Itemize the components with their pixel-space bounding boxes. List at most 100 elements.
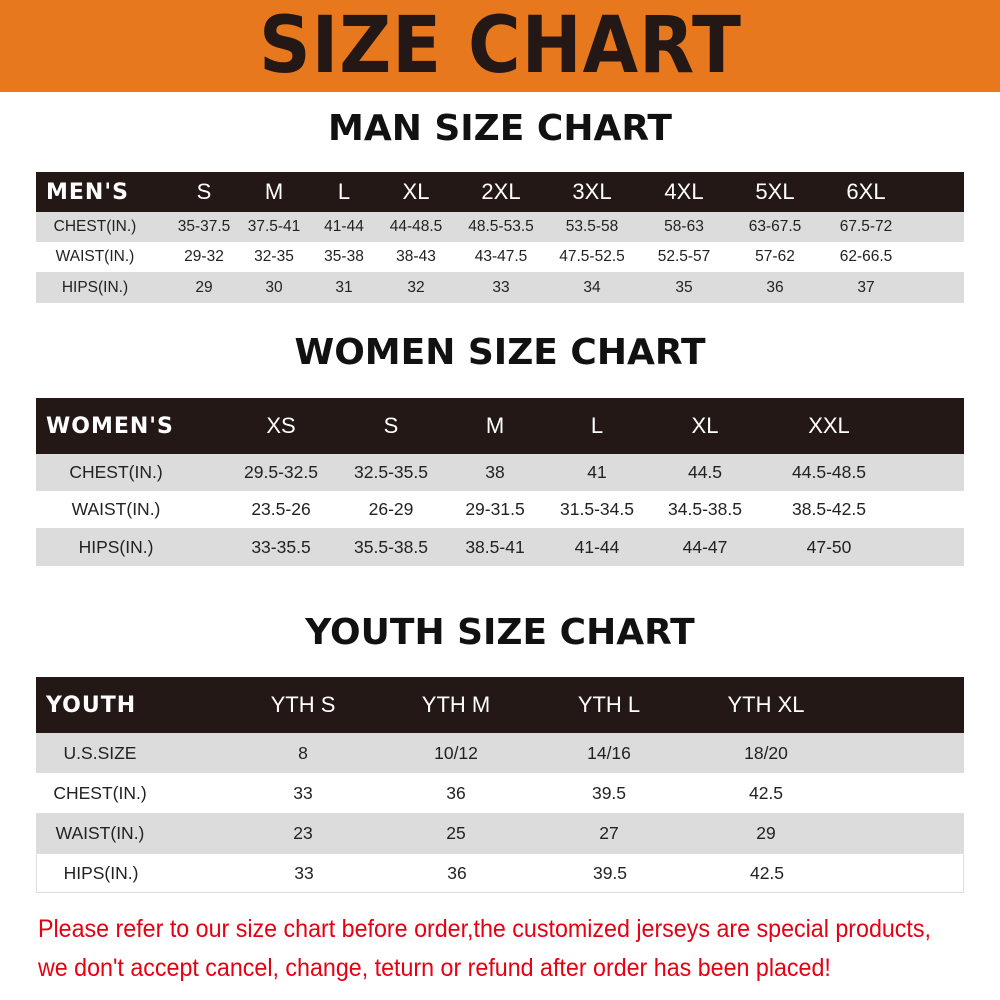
measurement-label: HIPS(IN.): [61, 278, 129, 296]
table-row: HIPS(IN.) 33-35.5 35.5-38.5 38.5-41 41-44 44-…: [36, 528, 964, 566]
table-cell: 52.5-57: [657, 248, 711, 265]
table-cell: 35-38: [324, 248, 364, 265]
table-cell: 23: [293, 822, 313, 843]
size-header-cell: XXL: [808, 413, 850, 438]
size-header-cell: 4XL: [664, 179, 704, 204]
measurement-label: WAIST(IN.): [71, 499, 161, 519]
table-cell: 10/12: [434, 742, 478, 763]
size-header-cell: L: [337, 179, 351, 204]
table-cell: 37.5-41: [247, 218, 301, 235]
table-cell: 33: [294, 862, 314, 883]
policy-note-line-1: Please refer to our size chart before or…: [38, 915, 931, 943]
table-cell: 38-43: [396, 248, 436, 265]
table-corner-label: YOUTH: [46, 692, 137, 718]
size-header-cell: S: [383, 413, 399, 438]
table-cell: 39.5: [591, 782, 627, 803]
size-header-cell: M: [264, 179, 284, 204]
table-cell: 35.5-38.5: [354, 536, 428, 557]
table-row: HIPS(IN.) 33 36 39.5 42.5: [36, 853, 964, 893]
table-cell: 44.5: [687, 462, 723, 482]
table-cell: 44.5-48.5: [792, 462, 866, 482]
table-cell: 38.5-41: [465, 536, 525, 557]
table-row: CHEST(IN.) 33 36 39.5 42.5: [36, 773, 964, 813]
table-cell: 35-37.5: [177, 218, 231, 235]
women-section-title: WOMEN SIZE CHART: [294, 332, 706, 373]
table-cell: 33: [492, 278, 510, 296]
page-title: SIZE CHART: [258, 1, 742, 91]
size-header-cell: L: [590, 413, 604, 438]
size-header-cell: XL: [402, 179, 430, 204]
table-row: HIPS(IN.) 29 30 31 32 33 34 35 36 37: [36, 272, 964, 303]
measurement-label: HIPS(IN.): [78, 536, 154, 557]
measurement-label: CHEST(IN.): [53, 782, 147, 803]
table-cell: 57-62: [755, 248, 795, 265]
table-cell: 37: [857, 278, 875, 296]
table-header-row: MEN'S S M L XL 2XL 3XL 4XL 5XL 6XL: [36, 172, 964, 212]
measurement-label: CHEST(IN.): [69, 462, 163, 482]
men-section-title: MAN SIZE CHART: [328, 108, 672, 149]
table-cell: 31.5-34.5: [560, 499, 634, 519]
table-cell: 38: [485, 462, 505, 482]
table-cell: 14/16: [587, 742, 631, 763]
size-header-cell: YTH L: [577, 692, 641, 717]
table-cell: 39.5: [592, 862, 628, 883]
size-header-cell: XS: [266, 413, 296, 438]
table-cell: 18/20: [744, 742, 788, 763]
size-header-cell: YTH M: [421, 692, 491, 717]
table-row: U.S.SIZE 8 10/12 14/16 18/20: [36, 733, 964, 773]
table-cell: 30: [265, 278, 283, 296]
table-cell: 41-44: [574, 536, 620, 557]
table-cell: 36: [766, 278, 784, 296]
size-header-cell: S: [196, 179, 212, 204]
size-header-cell: 5XL: [755, 179, 795, 204]
table-row: WAIST(IN.) 23.5-26 26-29 29-31.5 31.5-34.5 34…: [36, 491, 964, 528]
size-header-cell: 2XL: [481, 179, 521, 204]
table-cell: 36: [446, 782, 466, 803]
table-cell: 33: [293, 782, 313, 803]
table-header-row: WOMEN'S XS S M L XL XXL: [36, 398, 964, 454]
table-row: CHEST(IN.) 35-37.5 37.5-41 41-44 44-48.5 48.5…: [36, 212, 964, 242]
table-cell: 31: [335, 278, 353, 296]
table-row: WAIST(IN.) 29-32 32-35 35-38 38-43 43-47.5 47.…: [36, 242, 964, 272]
table-cell: 44-47: [682, 536, 728, 557]
measurement-label: WAIST(IN.): [55, 822, 145, 843]
table-cell: 29-31.5: [465, 499, 525, 519]
table-cell: 67.5-72: [839, 218, 893, 235]
title-banner: SIZE CHART: [0, 0, 1000, 92]
table-cell: 23.5-26: [251, 499, 311, 519]
size-header-cell: XL: [691, 413, 719, 438]
table-cell: 43-47.5: [474, 248, 528, 265]
youth-section-title: YOUTH SIZE CHART: [305, 612, 695, 653]
size-header-cell: YTH XL: [727, 692, 805, 717]
size-header-cell: 3XL: [572, 179, 612, 204]
table-cell: 63-67.5: [748, 218, 802, 235]
table-corner-label: MEN'S: [46, 179, 129, 205]
size-header-cell: 6XL: [846, 179, 886, 204]
table-cell: 29: [195, 278, 213, 296]
table-cell: 44-48.5: [389, 218, 443, 235]
table-cell: 34.5-38.5: [668, 499, 742, 519]
measurement-label: CHEST(IN.): [53, 218, 137, 235]
table-header-row: YOUTH YTH S YTH M YTH L YTH XL: [36, 677, 964, 733]
table-cell: 47.5-52.5: [559, 248, 625, 265]
table-cell: 29: [756, 822, 776, 843]
table-cell: 38.5-42.5: [792, 499, 866, 519]
table-cell: 42.5: [748, 782, 784, 803]
table-cell: 47-50: [806, 536, 852, 557]
table-cell: 25: [446, 822, 466, 843]
table-cell: 35: [675, 278, 693, 296]
table-cell: 33-35.5: [251, 536, 311, 557]
policy-note-line-2: we don't accept cancel, change, teturn o…: [38, 954, 831, 982]
table-row: CHEST(IN.) 29.5-32.5 32.5-35.5 38 41 44.5 44.5…: [36, 454, 964, 491]
table-cell: 41: [587, 462, 607, 482]
table-cell: 27: [599, 822, 619, 843]
measurement-label: U.S.SIZE: [63, 742, 137, 763]
table-cell: 26-29: [368, 499, 414, 519]
table-cell: 48.5-53.5: [468, 218, 534, 235]
table-cell: 34: [583, 278, 601, 296]
table-cell: 58-63: [664, 218, 704, 235]
table-cell: 41-44: [324, 218, 364, 235]
table-cell: 53.5-58: [565, 218, 619, 235]
table-cell: 29-32: [184, 248, 224, 265]
table-cell: 42.5: [749, 862, 785, 883]
